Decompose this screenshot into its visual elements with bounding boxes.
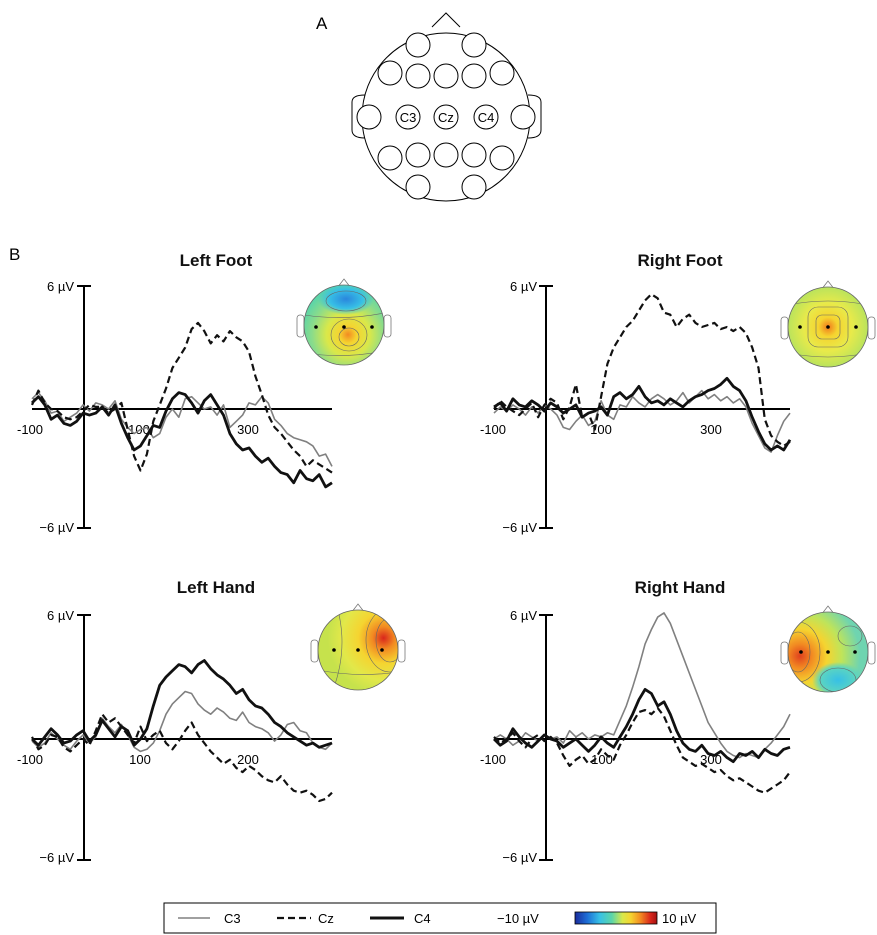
panel-title: Left Hand (177, 578, 255, 597)
colorbar-min-label: −10 µV (497, 911, 539, 926)
y-tick-label-bottom: −6 µV (39, 850, 74, 865)
electrode-sites (356, 32, 536, 200)
series-line-cz (493, 706, 791, 794)
y-tick-label-top: 6 µV (47, 279, 74, 294)
electrode (377, 145, 403, 171)
electrode (461, 142, 487, 168)
x-tick-label: -100 (17, 752, 43, 767)
y-tick-label-bottom: −6 µV (502, 520, 537, 535)
electrode (461, 32, 487, 58)
series-lines (31, 659, 333, 803)
x-tick-label: -100 (480, 752, 506, 767)
legend-label-c4: C4 (414, 911, 431, 926)
panel-title: Left Foot (180, 251, 253, 270)
series-lines (493, 612, 791, 794)
y-tick-label-top: 6 µV (510, 608, 537, 623)
electrode (405, 63, 431, 89)
topomap (780, 280, 876, 368)
erp-panel-left-hand: Left Hand 6 µV −6 µV -100 100 200 (17, 578, 406, 865)
erp-panel-right-hand: Right Hand 6 µV −6 µV -100 100 300 (480, 578, 876, 865)
series-line-cz (31, 713, 333, 803)
series-line-c4 (493, 376, 792, 452)
electrode (489, 145, 515, 171)
axes (494, 614, 790, 861)
series-line-c4 (31, 391, 333, 489)
y-tick-label-bottom: −6 µV (39, 520, 74, 535)
electrode (461, 63, 487, 89)
series-line-cz (493, 293, 791, 447)
series-line-c3 (31, 690, 333, 753)
x-tick-label: 300 (237, 422, 259, 437)
colorbar-max-label: 10 µV (662, 911, 697, 926)
electrode (433, 63, 459, 89)
x-tick-label: -100 (480, 422, 506, 437)
colorbar (574, 911, 658, 925)
series-lines (30, 321, 333, 489)
x-tick-label: 200 (237, 752, 259, 767)
legend: C3 Cz C4 −10 µV 10 µV (163, 902, 717, 934)
electrode (405, 174, 431, 200)
series-line-cz (30, 321, 333, 474)
topomap (780, 605, 876, 693)
topomap (296, 278, 392, 366)
series-line-c4 (31, 659, 333, 749)
series-line-c3 (493, 612, 791, 759)
electrode-c4 (473, 104, 499, 130)
legend-label-cz: Cz (318, 911, 334, 926)
panel-title: Right Hand (635, 578, 726, 597)
erp-panel-right-foot: Right Foot 6 µV −6 µV -100 100 300 (480, 251, 876, 535)
x-tick-label: -100 (17, 422, 43, 437)
panel-label-a: A (316, 14, 328, 33)
electrode (510, 104, 536, 130)
topomap (310, 603, 406, 691)
y-tick-label-top: 6 µV (510, 279, 537, 294)
electrode-cz (433, 104, 459, 130)
electrode (461, 174, 487, 200)
electrode-label-cz: Cz (438, 110, 454, 125)
electrode (405, 142, 431, 168)
series-line-c4 (493, 688, 791, 764)
electrode-montage: C3 Cz C4 (351, 12, 542, 202)
nose-outline (431, 12, 461, 28)
electrode-c3 (395, 104, 421, 130)
electrode (405, 32, 431, 58)
x-tick-label: 100 (129, 752, 151, 767)
x-tick-label: 300 (700, 422, 722, 437)
electrode-label-c3: C3 (400, 110, 417, 125)
panel-label-b: B (9, 245, 20, 264)
x-tick-label: 100 (590, 422, 612, 437)
panel-title: Right Foot (638, 251, 723, 270)
legend-label-c3: C3 (224, 911, 241, 926)
y-tick-label-bottom: −6 µV (502, 850, 537, 865)
electrode (377, 60, 403, 86)
electrode (489, 60, 515, 86)
series-line-c3 (31, 391, 333, 467)
electrode (356, 104, 382, 130)
erp-panel-left-foot: Left Foot 6 µV −6 µV -100 100 300 (17, 251, 392, 535)
y-tick-label-top: 6 µV (47, 608, 74, 623)
electrode-label-c4: C4 (478, 110, 495, 125)
electrode (433, 142, 459, 168)
series-lines (493, 293, 792, 453)
